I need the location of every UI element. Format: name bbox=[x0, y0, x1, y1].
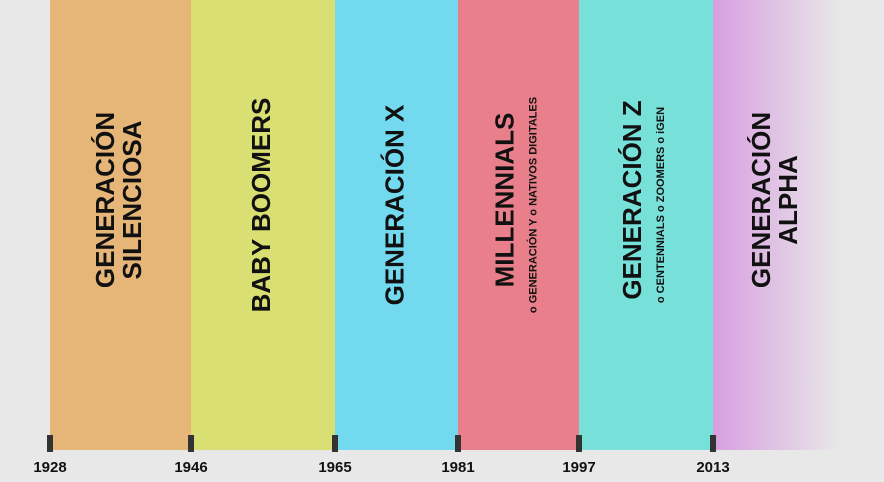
year-label: 1981 bbox=[441, 459, 474, 476]
tick bbox=[455, 435, 461, 452]
year-label: 1997 bbox=[562, 459, 595, 476]
generation-name: GENERACIÓN X bbox=[379, 104, 409, 305]
generation-name: ALPHA bbox=[773, 155, 803, 245]
year-label: 1928 bbox=[33, 459, 66, 476]
generation-name: GENERACIÓN Z bbox=[617, 100, 647, 299]
generation-band bbox=[713, 0, 840, 450]
generation-band bbox=[335, 0, 458, 450]
tick bbox=[188, 435, 194, 452]
tick bbox=[576, 435, 582, 452]
tick bbox=[710, 435, 716, 452]
generation-name: MILLENNIALS bbox=[489, 113, 519, 288]
generation-band bbox=[191, 0, 335, 450]
generation-name: BABY BOOMERS bbox=[246, 98, 276, 313]
year-label: 2013 bbox=[696, 459, 729, 476]
year-label: 1965 bbox=[318, 459, 351, 476]
tick bbox=[47, 435, 53, 452]
generation-alias: o GENERACIÓN Y o NATIVOS DIGITALES bbox=[526, 97, 539, 313]
generation-name: SILENCIOSA bbox=[117, 120, 147, 279]
generation-band bbox=[579, 0, 713, 450]
generation-band bbox=[458, 0, 579, 450]
year-label: 1946 bbox=[174, 459, 207, 476]
generation-alias: o CENTENNIALS o ZOOMERS o iGEN bbox=[655, 107, 667, 303]
generation-name: GENERACIÓN bbox=[746, 112, 776, 288]
generation-band bbox=[50, 0, 191, 450]
tick bbox=[332, 435, 338, 452]
generation-name: GENERACIÓN bbox=[90, 112, 120, 288]
